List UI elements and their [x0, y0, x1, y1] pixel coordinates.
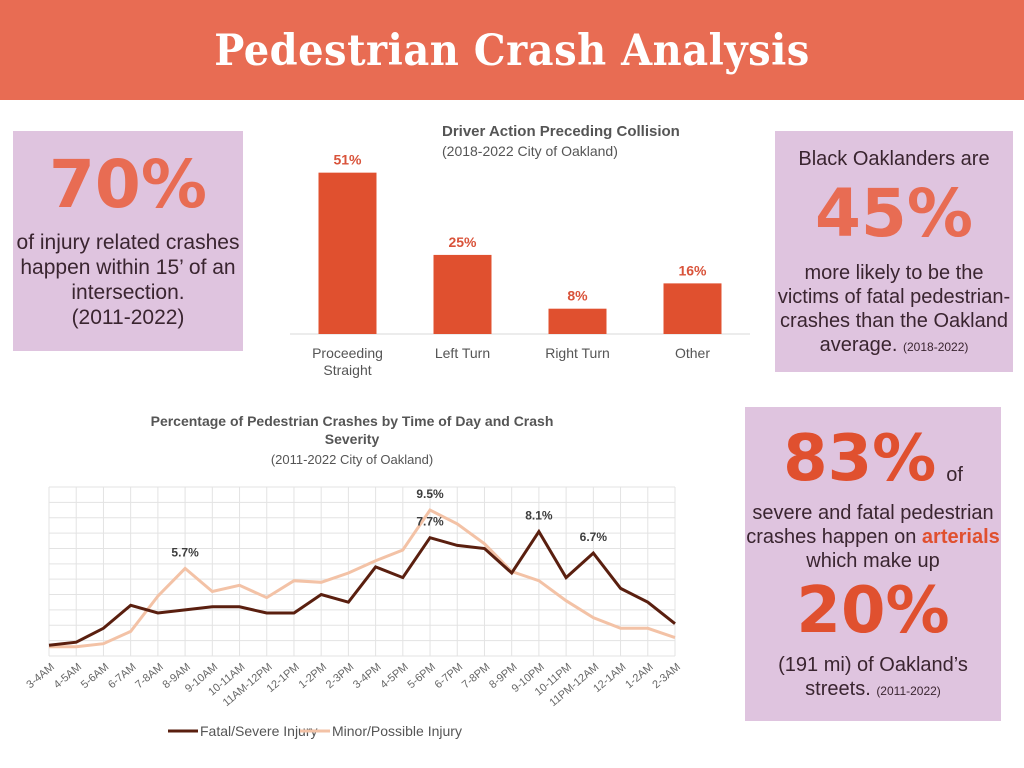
stat-description: of injury related crashes happen within …	[16, 230, 240, 304]
x-tick-label: 6-7PM	[433, 661, 466, 691]
data-annotation: 8.1%	[525, 509, 553, 523]
chart-title-line: Percentage of Pedestrian Crashes by Time…	[151, 413, 554, 429]
bar-1	[433, 254, 492, 334]
stat-description: more likely to be the victims of fatal p…	[775, 261, 1013, 357]
stat-description: severe and fatal pedestrian crashes happ…	[745, 501, 1001, 573]
line-chart-time-of-day: Percentage of Pedestrian Crashes by Time…	[24, 413, 683, 739]
bar-2	[548, 308, 607, 334]
data-annotation: 6.7%	[580, 530, 608, 544]
stat-description-post: which make up	[806, 550, 940, 572]
bar-0	[318, 172, 377, 334]
chart-subtitle: (2011-2022 City of Oakland)	[271, 452, 433, 467]
bar-data-label: 16%	[678, 262, 707, 278]
stat-tail: (191 mi) of Oakland’s streets. (2011-202…	[745, 653, 1001, 701]
stat-of: of	[946, 464, 963, 486]
x-tick-label: 7-8PM	[460, 661, 493, 691]
x-tick-label: Proceeding	[312, 345, 383, 361]
x-tick-label: 6-7AM	[106, 661, 139, 691]
x-tick-label: 1-2PM	[297, 661, 330, 691]
series-line-minor-possible	[49, 508, 676, 649]
stat-card-intersection: 70% of injury related crashes happen wit…	[13, 131, 243, 351]
x-tick-label: 4-5AM	[52, 661, 85, 691]
stat-years: (2011-2022)	[71, 306, 185, 330]
stat-row: 83% of	[783, 427, 963, 491]
stat-description-text: more likely to be the victims of fatal p…	[777, 261, 1011, 356]
series-line-fatal-severe	[48, 528, 676, 647]
x-tick-label: 3-4AM	[24, 661, 57, 691]
x-tick-label: 4-5PM	[378, 661, 411, 691]
data-annotation: 5.7%	[171, 545, 199, 559]
data-annotation: 7.7%	[416, 515, 444, 529]
x-tick-label: 5-6PM	[405, 661, 438, 691]
bar-data-label: 25%	[448, 234, 477, 250]
legend-label: Fatal/Severe Injury	[200, 723, 318, 739]
chart-title: Driver Action Preceding Collision	[442, 123, 680, 140]
stat-lead: Black Oaklanders are	[798, 147, 990, 170]
page-title: Pedestrian Crash Analysis	[214, 24, 810, 76]
x-tick-label: Other	[675, 345, 710, 361]
stat-highlight-arterials: arterials	[921, 526, 1000, 548]
x-tick-label: 5-6AM	[79, 661, 112, 691]
x-tick-label: 7-8AM	[133, 661, 166, 691]
x-tick-label: Straight	[323, 362, 371, 378]
x-tick-label: Left Turn	[435, 345, 490, 361]
stat-value: 70%	[49, 145, 207, 223]
chart-title-line: Severity	[325, 431, 380, 447]
stat-card-arterials: 83% of severe and fatal pedestrian crash…	[745, 407, 1001, 721]
stat-value-secondary: 20%	[796, 574, 950, 648]
bar-chart-driver-action: Driver Action Preceding Collision (2018-2…	[290, 123, 750, 378]
stat-years: (2011-2022)	[876, 684, 941, 698]
stat-value-primary: 83%	[783, 422, 937, 496]
x-tick-label: 3-4PM	[351, 661, 384, 691]
x-tick-label: 2-3PM	[324, 661, 357, 691]
data-annotation: 9.5%	[416, 487, 444, 501]
bar-3	[663, 283, 722, 334]
stat-description-pre: severe and fatal pedestrian crashes happ…	[746, 502, 994, 548]
x-tick-label: 1-2AM	[623, 661, 656, 691]
stat-card-black-oaklanders: Black Oaklanders are 45% more likely to …	[775, 131, 1013, 372]
chart-subtitle: (2018-2022 City of Oakland)	[442, 143, 618, 159]
x-tick-label: 2-3AM	[650, 661, 683, 691]
stat-value: 45%	[815, 174, 973, 252]
bar-data-label: 51%	[333, 152, 362, 168]
legend-label: Minor/Possible Injury	[332, 723, 462, 739]
stat-years: (2018-2022)	[903, 339, 969, 354]
header-banner: Pedestrian Crash Analysis	[0, 0, 1024, 100]
bar-data-label: 8%	[567, 288, 588, 304]
stat-tail-text: (191 mi) of Oakland’s streets.	[778, 654, 968, 700]
x-tick-label: Right Turn	[545, 345, 610, 361]
